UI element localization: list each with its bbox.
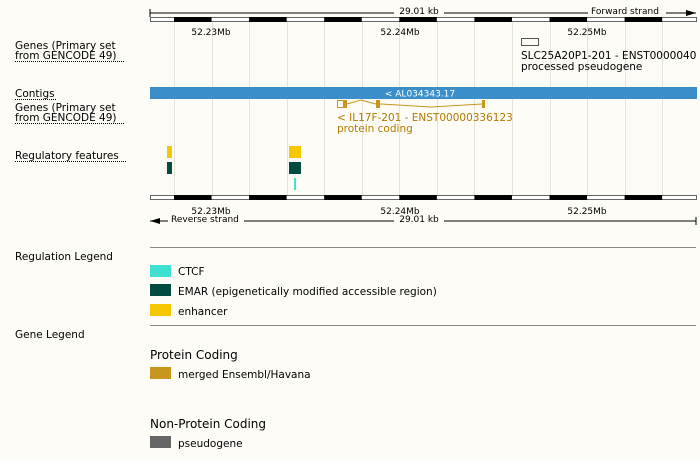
position-label: 52.25Mb	[567, 207, 607, 217]
legend-group: Non-Protein Coding	[150, 417, 266, 431]
position-label: 52.23Mb	[191, 28, 231, 38]
ruler-length: 29.01 kb	[399, 215, 439, 225]
track-label: Genes (Primary set	[15, 40, 116, 52]
legend-item: pseudogene	[178, 438, 243, 450]
gene-biotype: protein coding	[337, 123, 413, 135]
ctcf[interactable]	[294, 178, 296, 190]
scale-segment	[549, 195, 588, 200]
legend-group: Protein Coding	[150, 348, 238, 362]
scale-segment	[174, 17, 212, 22]
gene-label[interactable]: SLC25A20P1-201 - ENST00000408	[521, 50, 700, 62]
position-label: 52.24Mb	[380, 28, 420, 38]
enhancer[interactable]	[289, 146, 301, 158]
position-label: 52.23Mb	[191, 207, 231, 217]
legend-swatch	[150, 265, 171, 277]
label-bg	[588, 6, 666, 18]
scale-segment	[549, 17, 588, 22]
scale-segment	[624, 17, 663, 22]
legend-title: Regulation Legend	[15, 251, 113, 263]
scale-segment	[324, 17, 362, 22]
legend-item: merged Ensembl/Havana	[178, 369, 311, 381]
legend-item: CTCF	[178, 266, 205, 278]
emar[interactable]	[167, 162, 172, 174]
contig-bar[interactable]	[150, 87, 697, 99]
legend-swatch	[150, 367, 171, 379]
intron	[379, 103, 483, 108]
ruler-arrow	[150, 218, 160, 224]
ruler-arrow	[686, 10, 696, 16]
exon[interactable]	[482, 100, 485, 108]
position-label: 52.25Mb	[567, 28, 607, 38]
exon[interactable]	[376, 100, 380, 108]
legend-swatch	[150, 284, 171, 296]
scale-segment	[474, 195, 512, 200]
track-label: Contigs	[15, 88, 55, 100]
scale-bar	[150, 17, 697, 22]
track-label: from GENCODE 49)	[15, 50, 117, 62]
scale-segment	[249, 17, 287, 22]
gene-box[interactable]	[521, 38, 539, 46]
contig-label: < AL034343.17	[385, 90, 455, 100]
label-bg	[394, 6, 444, 18]
emar[interactable]	[289, 162, 301, 174]
exon[interactable]	[343, 100, 347, 108]
scale-segment	[399, 195, 437, 200]
enhancer[interactable]	[167, 146, 172, 158]
track-label: Regulatory features	[15, 150, 119, 162]
ruler-length: 29.01 kb	[399, 7, 439, 17]
scale-segment	[474, 17, 512, 22]
label-bg	[168, 214, 244, 226]
gene-biotype: processed pseudogene	[521, 61, 642, 73]
gene-label[interactable]: < IL17F-201 - ENST00000336123	[337, 112, 513, 124]
legend-item: EMAR (epigenetically modified accessible…	[178, 286, 437, 298]
legend-swatch	[150, 304, 171, 316]
scale-segment	[399, 17, 437, 22]
scale-segment	[624, 195, 663, 200]
legend-item: enhancer	[178, 306, 228, 318]
scale-segment	[324, 195, 362, 200]
strand-label: Reverse strand	[171, 215, 239, 225]
track-label: Genes (Primary set	[15, 102, 116, 114]
legend-swatch	[150, 436, 171, 448]
intron	[346, 99, 377, 105]
scale-segment	[174, 195, 212, 200]
track-label: from GENCODE 49)	[15, 112, 117, 124]
strand-label: Forward strand	[591, 7, 659, 17]
scale-segment	[249, 195, 287, 200]
grid	[174, 22, 663, 196]
label-bg	[394, 214, 444, 226]
scale-bar	[150, 195, 697, 200]
legend-title: Gene Legend	[15, 329, 85, 341]
position-label: 52.24Mb	[380, 207, 420, 217]
